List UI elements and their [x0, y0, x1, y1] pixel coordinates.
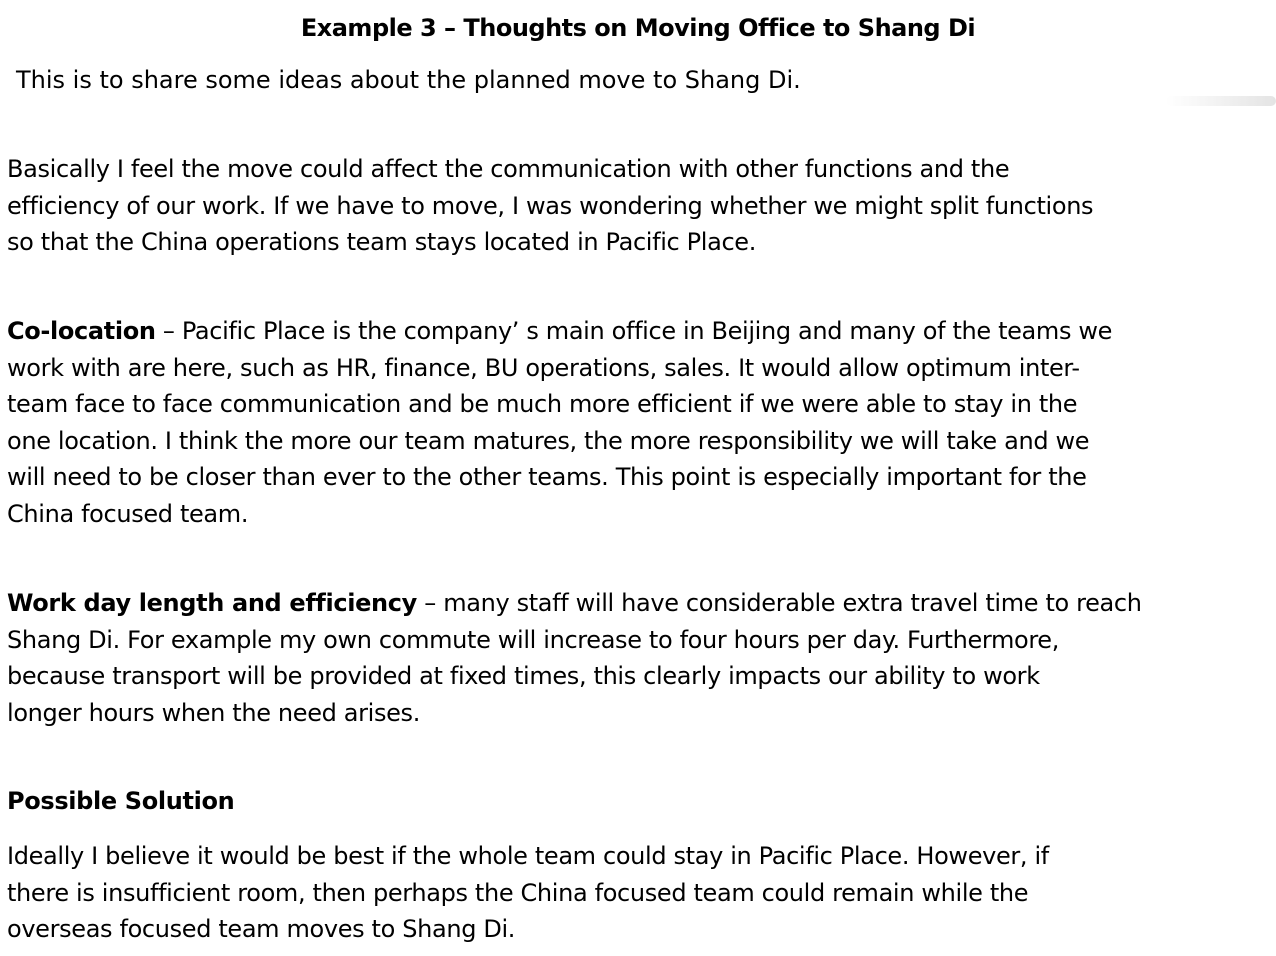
paragraph-work-day: Work day length and efficiency – many st…	[7, 585, 1269, 731]
paragraph-line: longer hours when the need arises.	[7, 698, 420, 727]
paragraph-line: – many staff will have considerable extr…	[416, 589, 1142, 617]
paragraph-line: efficiency of our work. If we have to mo…	[7, 191, 1094, 220]
paragraph-line: there is insufficient room, then perhaps…	[7, 878, 1029, 907]
solution-heading: Possible Solution	[7, 787, 235, 815]
paragraph-move-impact: Basically I feel the move could affect t…	[7, 151, 1269, 261]
paragraph-solution: Ideally I believe it would be best if th…	[7, 838, 1269, 948]
co-location-heading: Co-location	[7, 317, 156, 345]
paragraph-line: because transport will be provided at fi…	[7, 662, 1040, 691]
paragraph-line: Shang Di. For example my own commute wil…	[7, 625, 1059, 654]
paragraph-line: – Pacific Place is the company’ s main o…	[155, 317, 1113, 345]
paragraph-line: overseas focused team moves to Shang Di.	[7, 915, 516, 944]
paragraph-line: so that the China operations team stays …	[7, 228, 756, 257]
intro-text: This is to share some ideas about the pl…	[16, 66, 801, 94]
paragraph-line: work with are here, such as HR, finance,…	[7, 353, 1080, 382]
document-title: Example 3 – Thoughts on Moving Office to…	[300, 14, 976, 42]
paragraph-line: China focused team.	[7, 499, 249, 528]
paragraph-line: team face to face communication and be m…	[7, 390, 1078, 419]
paragraph-line: one location. I think the more our team …	[7, 426, 1090, 455]
scan-shadow	[1166, 96, 1276, 106]
work-day-heading: Work day length and efficiency	[7, 589, 417, 617]
paragraph-co-location: Co-location – Pacific Place is the compa…	[7, 313, 1269, 533]
paragraph-line: Ideally I believe it would be best if th…	[7, 842, 1049, 870]
paragraph-line: Basically I feel the move could affect t…	[7, 155, 1010, 183]
paragraph-line: will need to be closer than ever to the …	[7, 463, 1087, 492]
